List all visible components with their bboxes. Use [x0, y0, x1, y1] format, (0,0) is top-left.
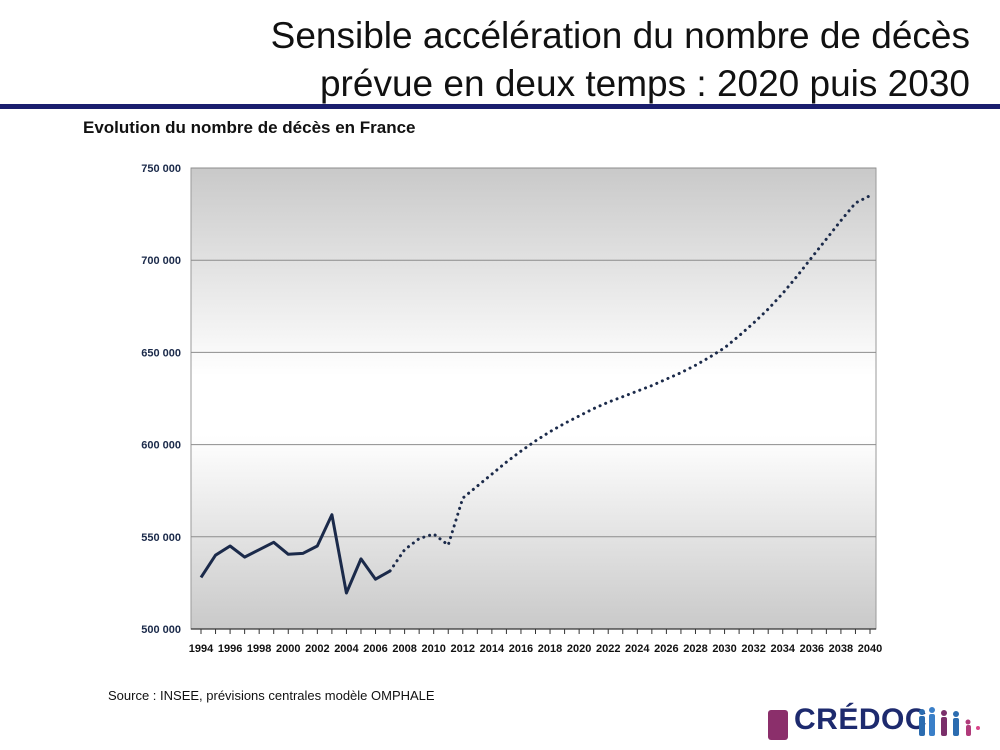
- slide-title: Sensible accélération du nombre de décès…: [70, 12, 970, 108]
- x-tick-label: 2034: [770, 643, 795, 655]
- x-tick-label: 2032: [741, 643, 765, 655]
- plot-area: [190, 167, 877, 630]
- x-tick-label: 2006: [363, 643, 387, 655]
- y-tick-label: 550 000: [141, 532, 181, 544]
- y-tick-label: 600 000: [141, 440, 181, 452]
- credoc-logo: CRÉDOC: [764, 700, 984, 746]
- x-tick-label: 2036: [800, 643, 824, 655]
- x-tick-label: 2022: [596, 643, 620, 655]
- x-tick-label: 2016: [509, 643, 533, 655]
- y-tick-label: 650 000: [141, 347, 181, 359]
- x-tick-label: 1994: [189, 643, 214, 655]
- x-tick-label: 2002: [305, 643, 329, 655]
- axes: [191, 628, 876, 634]
- title-divider: [0, 104, 1000, 109]
- x-tick-label: 2010: [421, 643, 445, 655]
- y-tick-label: 750 000: [141, 163, 181, 175]
- grid-lines: [191, 167, 876, 538]
- x-tick-label: 2008: [392, 643, 416, 655]
- chart-title: Evolution du nombre de décès en France: [83, 118, 416, 137]
- x-tick-label: 1996: [218, 643, 242, 655]
- x-tick-label: 2024: [625, 643, 650, 655]
- x-tick-label: 2040: [858, 643, 882, 655]
- people-icon: [919, 707, 980, 736]
- x-tick-label: 1998: [247, 643, 271, 655]
- slide-title-line-1: Sensible accélération du nombre de décès: [270, 15, 970, 56]
- logo-mark-icon: [768, 710, 788, 740]
- x-tick-label: 2038: [829, 643, 853, 655]
- x-tick-label: 2020: [567, 643, 591, 655]
- x-tick-label: 2000: [276, 643, 300, 655]
- series-lines: [199, 194, 872, 595]
- line-chart: 500 000 550 000 600 000 650 000 700 000 750 0…: [141, 163, 882, 655]
- x-tick-labels: 1994 1996 1998 2000 2002 2004 2006 2008 2010 2012…: [189, 643, 882, 655]
- y-tick-label: 700 000: [141, 255, 181, 267]
- x-tick-label: 2018: [538, 643, 562, 655]
- slide-title-line-2: prévue en deux temps : 2020 puis 2030: [319, 63, 970, 104]
- logo-text: CRÉDOC: [794, 703, 928, 736]
- y-tick-label: 500 000: [141, 624, 181, 636]
- observed-line: [199, 513, 391, 595]
- x-tick-label: 2014: [480, 643, 505, 655]
- x-tick-label: 2030: [712, 643, 736, 655]
- x-tick-label: 2012: [451, 643, 475, 655]
- y-tick-labels: 500 000 550 000 600 000 650 000 700 000 750 0…: [141, 163, 181, 636]
- x-tick-label: 2026: [654, 643, 678, 655]
- source-note: Source : INSEE, prévisions centrales mod…: [108, 688, 435, 703]
- x-tick-label: 2028: [683, 643, 707, 655]
- x-tick-label: 2004: [334, 643, 359, 655]
